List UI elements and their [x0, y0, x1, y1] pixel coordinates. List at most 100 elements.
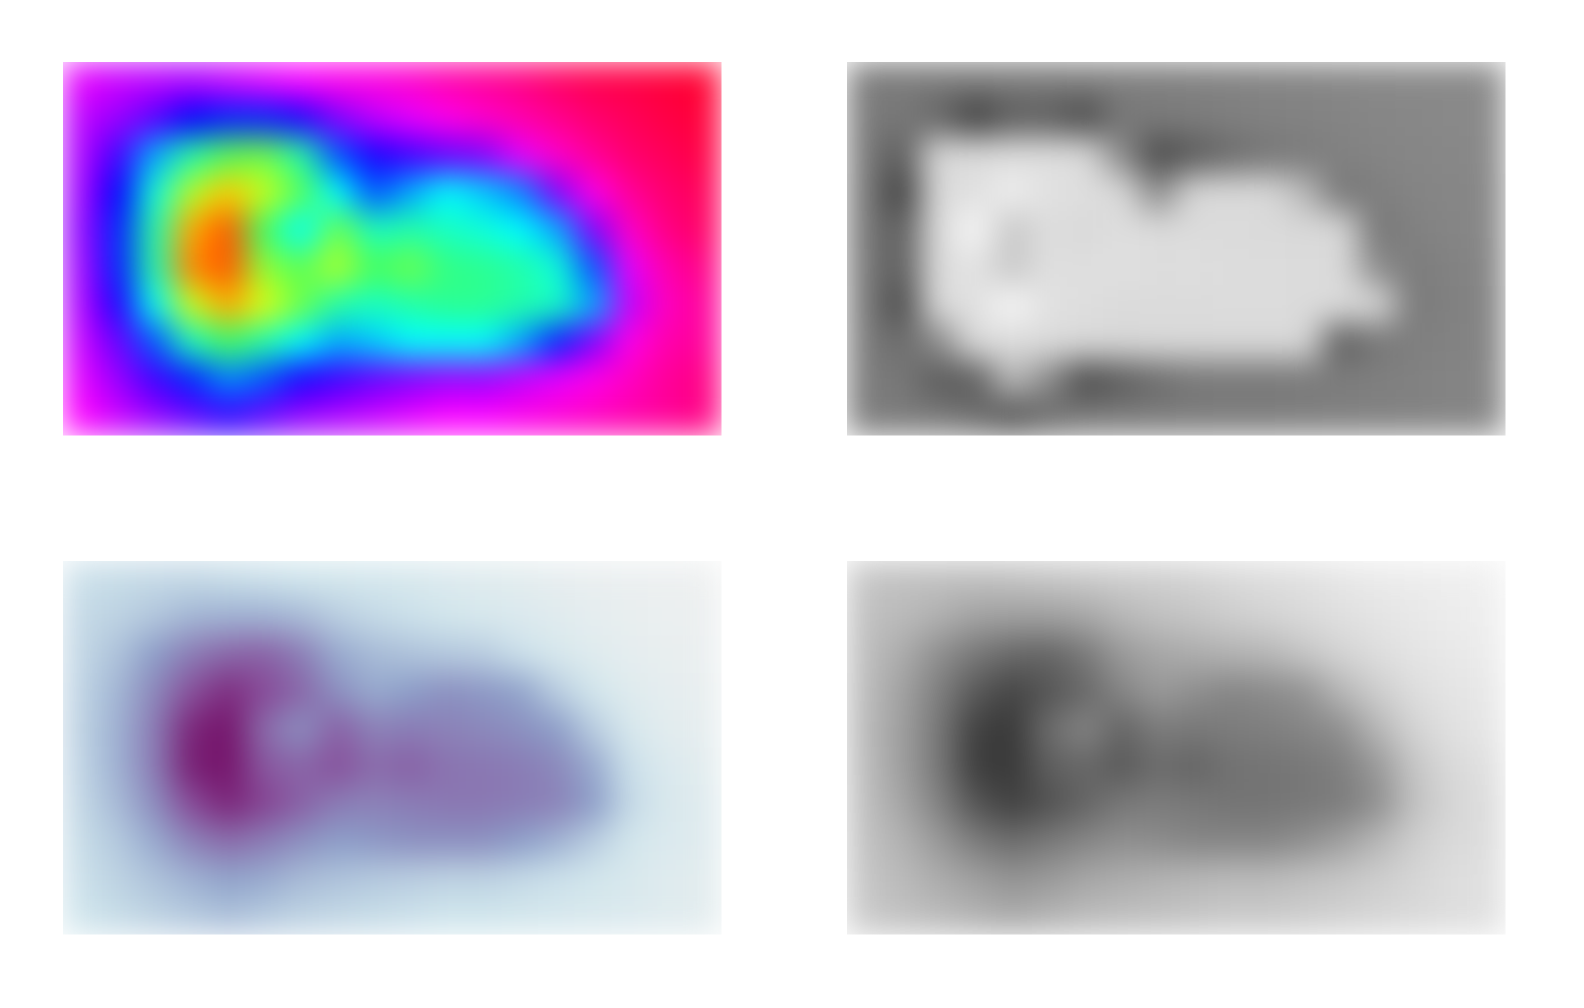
heatmap-cell [1176, 360, 1214, 399]
heatmap-cell [1395, 397, 1433, 436]
heatmap-cell [993, 710, 1031, 748]
heatmap-cell [136, 211, 174, 249]
heatmap-cell [282, 710, 320, 748]
heatmap-cell [1066, 635, 1104, 674]
heatmap-cell [1102, 285, 1140, 324]
heatmap-cell [1212, 784, 1250, 823]
heatmap-cell [136, 173, 174, 212]
heatmap-cell [1322, 285, 1360, 324]
heatmap-cell [611, 822, 649, 860]
heatmap-cell [282, 323, 320, 361]
heatmap-cell [245, 672, 283, 711]
heatmap-cell [209, 285, 247, 324]
heatmap-cell [611, 896, 649, 935]
heatmap-cell [883, 598, 921, 637]
heatmap-cell [1431, 784, 1469, 823]
heatmap-cell [282, 285, 320, 324]
heatmap-cell [465, 747, 503, 786]
heatmap-cell [172, 136, 210, 175]
heatmap-cell [282, 99, 320, 138]
heatmap-cell [574, 822, 612, 860]
heatmap-cell [847, 598, 885, 637]
heatmap-cell [920, 285, 958, 324]
heatmap-cell [355, 397, 393, 436]
heatmap-cell [172, 211, 210, 249]
heatmap-cell [209, 211, 247, 249]
heatmap-cell [883, 248, 921, 287]
heatmap-cell [428, 598, 466, 637]
heatmap-cell [1029, 211, 1067, 249]
heatmap-cell [209, 710, 247, 748]
heatmap-cell [538, 285, 576, 324]
heatmap-cell [501, 896, 539, 935]
heatmap-cell [1468, 784, 1506, 823]
heatmap-cell [1322, 397, 1360, 436]
heatmap-cell [1285, 672, 1323, 711]
heatmap-cell [647, 896, 685, 935]
heatmap-cell [1358, 598, 1396, 637]
heatmap-cell [847, 173, 885, 212]
heatmap-cell [1029, 561, 1067, 599]
heatmap-cell [245, 598, 283, 637]
heatmap-cell [63, 99, 101, 138]
heatmap-cell [920, 248, 958, 287]
heatmap-cell [993, 784, 1031, 823]
heatmap-cell [1322, 822, 1360, 860]
heatmap-cell [993, 598, 1031, 637]
heatmap-cell [245, 285, 283, 324]
heatmap-cell [684, 747, 722, 786]
heatmap-cell [1358, 822, 1396, 860]
heatmap-cell [1249, 561, 1287, 599]
heatmap-cell [172, 360, 210, 399]
heatmap-cell [574, 710, 612, 748]
heatmap-cell [428, 747, 466, 786]
heatmap-cell [501, 99, 539, 138]
heatmap-cell [136, 62, 174, 100]
heatmap-cell [1285, 397, 1323, 436]
heatmap-cell [1212, 62, 1250, 100]
heatmap-cell [647, 99, 685, 138]
heatmap-cell [245, 248, 283, 287]
heatmap-cell [172, 747, 210, 786]
heatmap-cell [392, 896, 430, 935]
heatmap-cell [1176, 822, 1214, 860]
heatmap-cell [282, 859, 320, 898]
heatmap-cell [1249, 896, 1287, 935]
heatmap-cell [1029, 747, 1067, 786]
heatmap-cell [1102, 173, 1140, 212]
heatmap-cell [920, 323, 958, 361]
heatmap-cell [1431, 896, 1469, 935]
heatmap-cell [956, 397, 994, 436]
heatmap-cell [1029, 323, 1067, 361]
heatmap-cell [956, 561, 994, 599]
heatmap-cell [501, 248, 539, 287]
heatmap-cell [172, 62, 210, 100]
heatmap-cell [501, 598, 539, 637]
heatmap-cell [1249, 397, 1287, 436]
heatmap-cell [99, 248, 137, 287]
heatmap-cell [1285, 211, 1323, 249]
heatmap-cell [282, 360, 320, 399]
heatmap-cell [1139, 747, 1177, 786]
heatmap-cell [1176, 896, 1214, 935]
heatmap-cell [465, 784, 503, 823]
heatmap-cell [63, 822, 101, 860]
heatmap-cell [538, 211, 576, 249]
heatmap-cell [1358, 896, 1396, 935]
heatmap-cell [1176, 323, 1214, 361]
heatmap-cell [428, 635, 466, 674]
heatmap-cell [1322, 248, 1360, 287]
heatmap-cell [282, 62, 320, 100]
heatmap-cell [956, 360, 994, 399]
heatmap-cell [1066, 211, 1104, 249]
heatmap-cell [355, 598, 393, 637]
heatmap-cell [1395, 99, 1433, 138]
heatmap-cell [1066, 747, 1104, 786]
heatmap-cell [318, 896, 356, 935]
heatmap-cell [956, 672, 994, 711]
heatmap-cell [1029, 99, 1067, 138]
heatmap-cell [647, 784, 685, 823]
heatmap-cell [883, 672, 921, 711]
heatmap-cell [883, 360, 921, 399]
heatmap-cell [538, 561, 576, 599]
